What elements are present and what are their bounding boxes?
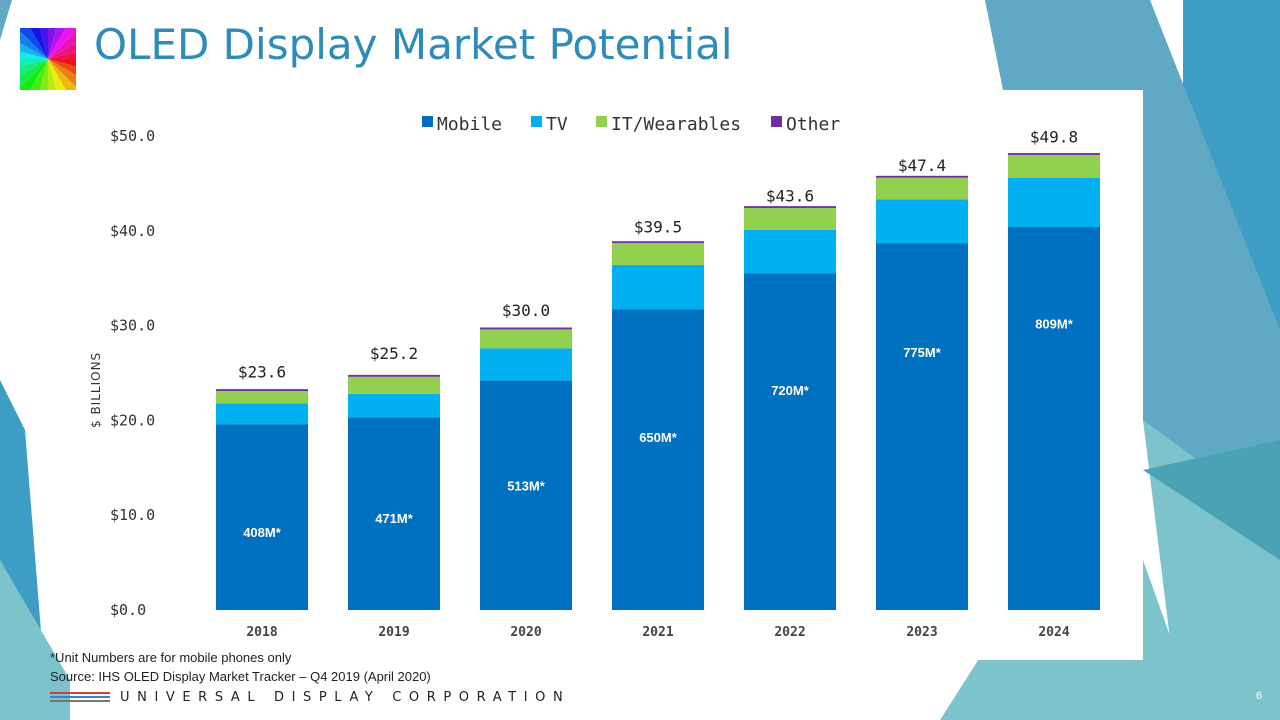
- y-tick-label: $40.0: [110, 222, 155, 240]
- unit-label: 775M*: [903, 345, 942, 360]
- legend-swatch: [771, 116, 782, 127]
- bar-segment-tv: [348, 393, 440, 418]
- company-logo: UNIVERSAL DISPLAY CORPORATION: [50, 689, 570, 705]
- total-label: $39.5: [634, 218, 682, 237]
- x-axis-ticks: 2018 2019 2020 2021 2022 2023 2024: [246, 625, 1069, 640]
- bar-segment-mobile: [744, 273, 836, 610]
- bar-segment-tv: [216, 403, 308, 425]
- bar-segment-it-wearables: [216, 391, 308, 404]
- total-label: $49.8: [1030, 128, 1078, 147]
- bar-segment-it-wearables: [876, 177, 968, 200]
- bar-segment-it-wearables: [1008, 154, 1100, 178]
- bar-segment-other: [612, 241, 704, 244]
- bar-segment-mobile: [612, 309, 704, 610]
- company-name: UNIVERSAL DISPLAY CORPORATION: [120, 689, 571, 705]
- bar-segment-mobile: [876, 243, 968, 610]
- total-label: $23.6: [238, 363, 286, 382]
- x-tick-label: 2019: [378, 625, 409, 640]
- total-label: $47.4: [898, 156, 946, 175]
- total-label: $43.6: [766, 186, 814, 205]
- x-tick-label: 2020: [510, 625, 541, 640]
- bar-segment-other: [216, 389, 308, 392]
- y-axis-label: $ BILLIONS: [89, 352, 103, 428]
- bar-segment-other: [876, 175, 968, 178]
- unit-label: 408M*: [243, 525, 282, 540]
- bar-segment-other: [348, 374, 440, 377]
- y-tick-label: $50.0: [110, 127, 155, 145]
- unit-label: 513M*: [507, 479, 546, 494]
- y-axis-ticks: $0.0 $10.0 $20.0 $30.0 $40.0 $50.0: [110, 127, 155, 619]
- y-tick-label: $0.0: [110, 601, 146, 619]
- source-citation: Source: IHS OLED Display Market Tracker …: [50, 669, 431, 684]
- chart-panel: Mobile TV IT/Wearables Other $ BILLIONS $0.…: [80, 92, 1143, 660]
- y-tick-label: $20.0: [110, 411, 155, 429]
- page-number: 6: [1256, 690, 1263, 702]
- legend-swatch: [596, 116, 607, 127]
- bar-segment-it-wearables: [348, 376, 440, 394]
- unit-label: 471M*: [375, 511, 414, 526]
- bar-segment-mobile: [480, 380, 572, 610]
- bar-segment-mobile: [1008, 227, 1100, 610]
- bar-segment-it-wearables: [480, 329, 572, 349]
- legend-swatch: [531, 116, 542, 127]
- bar-segment-mobile: [348, 417, 440, 610]
- x-tick-label: 2024: [1038, 625, 1069, 640]
- x-tick-label: 2018: [246, 625, 277, 640]
- legend-label: IT/Wearables: [611, 114, 741, 135]
- footnote: *Unit Numbers are for mobile phones only: [50, 650, 292, 665]
- bar-segment-it-wearables: [612, 243, 704, 265]
- color-burst-logo: [3, 14, 93, 104]
- bar-segment-mobile: [216, 424, 308, 610]
- x-tick-label: 2022: [774, 625, 805, 640]
- legend-label: Mobile: [437, 114, 502, 135]
- unit-label: 809M*: [1035, 316, 1074, 331]
- y-tick-label: $30.0: [110, 317, 155, 335]
- bar-segment-tv: [1008, 177, 1100, 228]
- x-tick-label: 2021: [642, 625, 673, 640]
- stacked-bar-chart: Mobile TV IT/Wearables Other $ BILLIONS $0.…: [89, 114, 1100, 640]
- chart-legend: Mobile TV IT/Wearables Other: [422, 114, 840, 135]
- bar-segment-other: [1008, 153, 1100, 155]
- legend-swatch: [422, 116, 433, 127]
- unit-label: 720M*: [771, 383, 810, 398]
- x-tick-label: 2023: [906, 625, 937, 640]
- bar-segment-tv: [480, 348, 572, 381]
- legend-label: TV: [546, 114, 568, 135]
- legend-label: Other: [786, 114, 840, 135]
- bar-segment-tv: [612, 264, 704, 310]
- total-label: $30.0: [502, 301, 550, 320]
- total-label: $25.2: [370, 344, 418, 363]
- bar-segment-tv: [744, 229, 836, 274]
- bar-segment-other: [480, 327, 572, 330]
- bar-segment-tv: [876, 199, 968, 244]
- slide-title: OLED Display Market Potential: [94, 20, 733, 69]
- bars: $23.6 408M* $25.2 471M* $30.0 513M* $39.5 650M*…: [216, 128, 1100, 610]
- bar-segment-it-wearables: [744, 208, 836, 230]
- bar-segment-other: [744, 206, 836, 209]
- y-tick-label: $10.0: [110, 506, 155, 524]
- unit-label: 650M*: [639, 430, 678, 445]
- company-logo-mark-icon: [50, 692, 110, 702]
